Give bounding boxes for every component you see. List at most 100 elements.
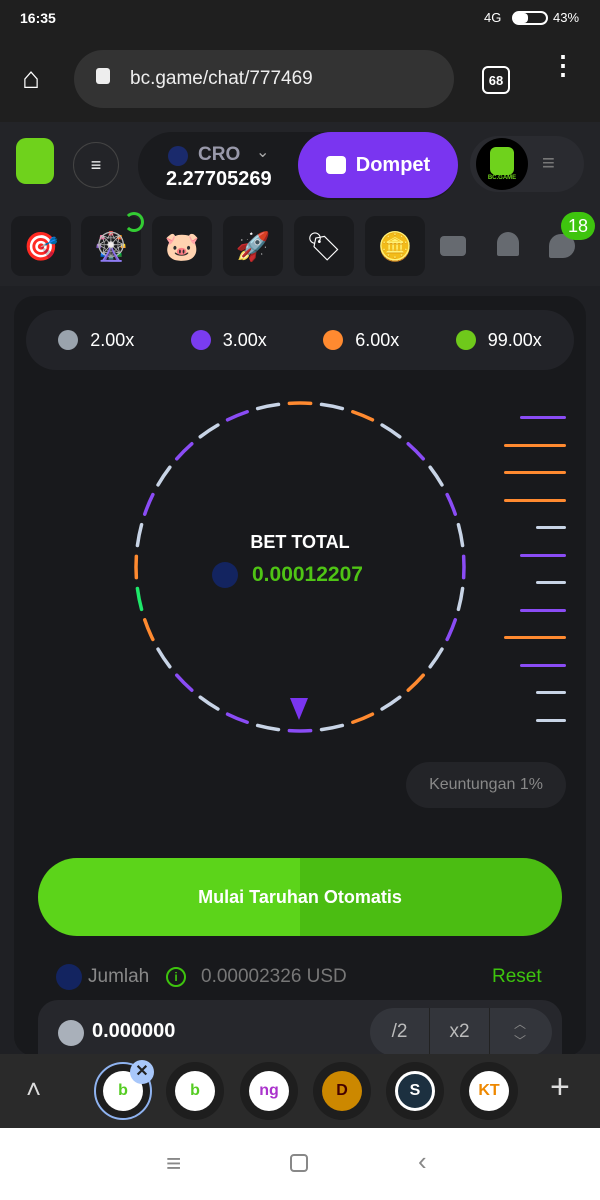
history-bar-white [536,691,566,694]
promo-icons: 🎯 🎡 🐷 🚀 🏷 🪙 18 [0,208,600,286]
amount-usd: 0.00002326 USD [201,966,347,987]
wheel-segment-orange [351,409,375,422]
battery-icon [512,11,548,25]
url-bar[interactable]: bc.game/chat/777469 [74,50,454,108]
battery-level: 43% [553,10,580,25]
target-icon[interactable]: 🎯 [11,216,71,276]
tab-item[interactable]: S [386,1062,444,1120]
menu-icon[interactable]: ⋮ [550,50,576,80]
history-bar-white [536,581,566,584]
tabs-button[interactable]: 68 [482,66,510,94]
wheel-segment-orange [142,618,155,642]
close-icon[interactable]: ✕ [130,1060,154,1084]
balance: 2.27705269 [166,168,272,190]
wheel-segment-white [319,402,345,411]
amount-controls: /2 x2 ︿ ﹀ [370,1008,552,1056]
status-bar: 16:35 4G 43% [0,0,600,36]
wheel-segment-purple [175,673,194,692]
history-bar-purple [520,416,566,419]
wheel-segment-purple [445,492,458,516]
wheel-segment-white [255,723,281,732]
coin-icon [58,1020,84,1046]
chevron-up-icon[interactable]: ˄ [26,1074,42,1104]
history-bar-purple [520,663,566,667]
cro-icon [56,964,82,990]
wheel [134,401,466,733]
wheel-segment-orange [406,673,425,692]
chat-badge: 18 [561,212,595,240]
piggy-bank-icon[interactable]: 🐷 [152,216,212,276]
mail-icon[interactable] [440,236,466,256]
wheel-segment-white [156,647,172,669]
wallet-label: Dompet [355,153,431,176]
reset-button[interactable]: Reset [492,966,542,987]
dot-icon [190,330,211,350]
info-icon[interactable]: i [166,967,186,987]
wheel-segment-white [428,465,444,487]
wheel-segment-purple [225,712,249,725]
tab-item[interactable]: ng [240,1062,298,1120]
wheel-segment-purple [142,492,155,516]
price-tag-icon[interactable]: 🏷 [294,216,354,276]
multiplier-item[interactable]: 99.00x [455,330,542,351]
coin-icon[interactable]: 🪙 [365,216,425,276]
wheel-segment-purple [175,442,194,461]
loading-icon [124,212,144,232]
dot-icon [323,330,344,350]
new-tab-icon[interactable]: + [550,1068,570,1106]
rocket-icon[interactable]: 🚀 [223,216,283,276]
history-bar-white [536,526,566,529]
site-header: ≡ CRO ⌄ 2.27705269 Dompet BC.GAME ≡ [0,122,600,208]
currency: CRO [198,144,241,165]
wheel-segment-white [135,522,144,548]
avatar[interactable]: BC.GAME [476,138,528,190]
wallet-button[interactable]: Dompet [298,132,458,198]
wheel-segment-white [198,423,220,439]
bell-icon[interactable] [497,232,519,256]
hamburger-button[interactable]: ≡ [73,142,119,188]
lock-icon [96,68,110,84]
history-bar-orange [504,636,566,639]
cro-icon [168,146,188,166]
bet-total-amount: 0.00012207 [252,563,363,586]
wheel-segment-purple [406,442,425,461]
wheel-segment-white [456,586,465,612]
bc-logo[interactable] [16,138,54,184]
network: 4G [484,10,502,25]
profit-badge: Keuntungan 1% [406,762,566,808]
tab-item[interactable]: D [313,1062,371,1120]
start-autobet-button[interactable]: Mulai Taruhan Otomatis [38,858,562,936]
clock: 16:35 [20,10,56,26]
home-icon[interactable]: ⌂ [22,62,41,95]
home-icon[interactable] [290,1154,308,1172]
list-icon[interactable]: ≡ [542,150,555,175]
recent-apps-icon[interactable]: ≡ [166,1148,182,1178]
game-panel: 2.00x 3.00x 6.00x 99.00x BET TOTAL 0.000… [14,296,586,1056]
cro-icon [212,562,238,588]
multiplier-item[interactable]: 3.00x [190,330,267,351]
wheel-segment-white [380,423,402,439]
double-button[interactable]: x2 [430,1008,490,1056]
tab-item[interactable]: KT [460,1062,518,1120]
back-icon[interactable]: ‹ [418,1146,427,1176]
system-nav: ≡ ‹ [0,1128,600,1200]
chevron-down-icon: ⌄ [256,144,270,161]
history-bar-orange [504,471,566,474]
pointer-icon [290,698,308,720]
dot-icon [455,330,476,350]
stepper[interactable]: ︿ ﹀ [513,1017,526,1048]
tab-item[interactable]: b [166,1062,224,1120]
multiplier-item[interactable]: 6.00x [323,330,399,351]
wheel-segment-green [135,586,144,612]
history-bar-purple [520,608,566,612]
browser-bar: ⌂ bc.game/chat/777469 68 ⋮ [0,36,600,122]
profile-box[interactable]: BC.GAME ≡ [470,136,584,192]
multiplier-item[interactable]: 2.00x [58,330,134,351]
half-button[interactable]: /2 [370,1008,430,1056]
amount-input[interactable]: 0.000000 /2 x2 ︿ ﹀ [38,1000,562,1056]
wheel-segment-white [255,402,281,411]
history-bar-purple [520,553,566,557]
wheel-segment-white [319,723,345,732]
amount-value: 0.000000 [92,1020,176,1042]
browser-tab-strip: ˄ b ✕ b ng D S KT + [0,1054,600,1128]
